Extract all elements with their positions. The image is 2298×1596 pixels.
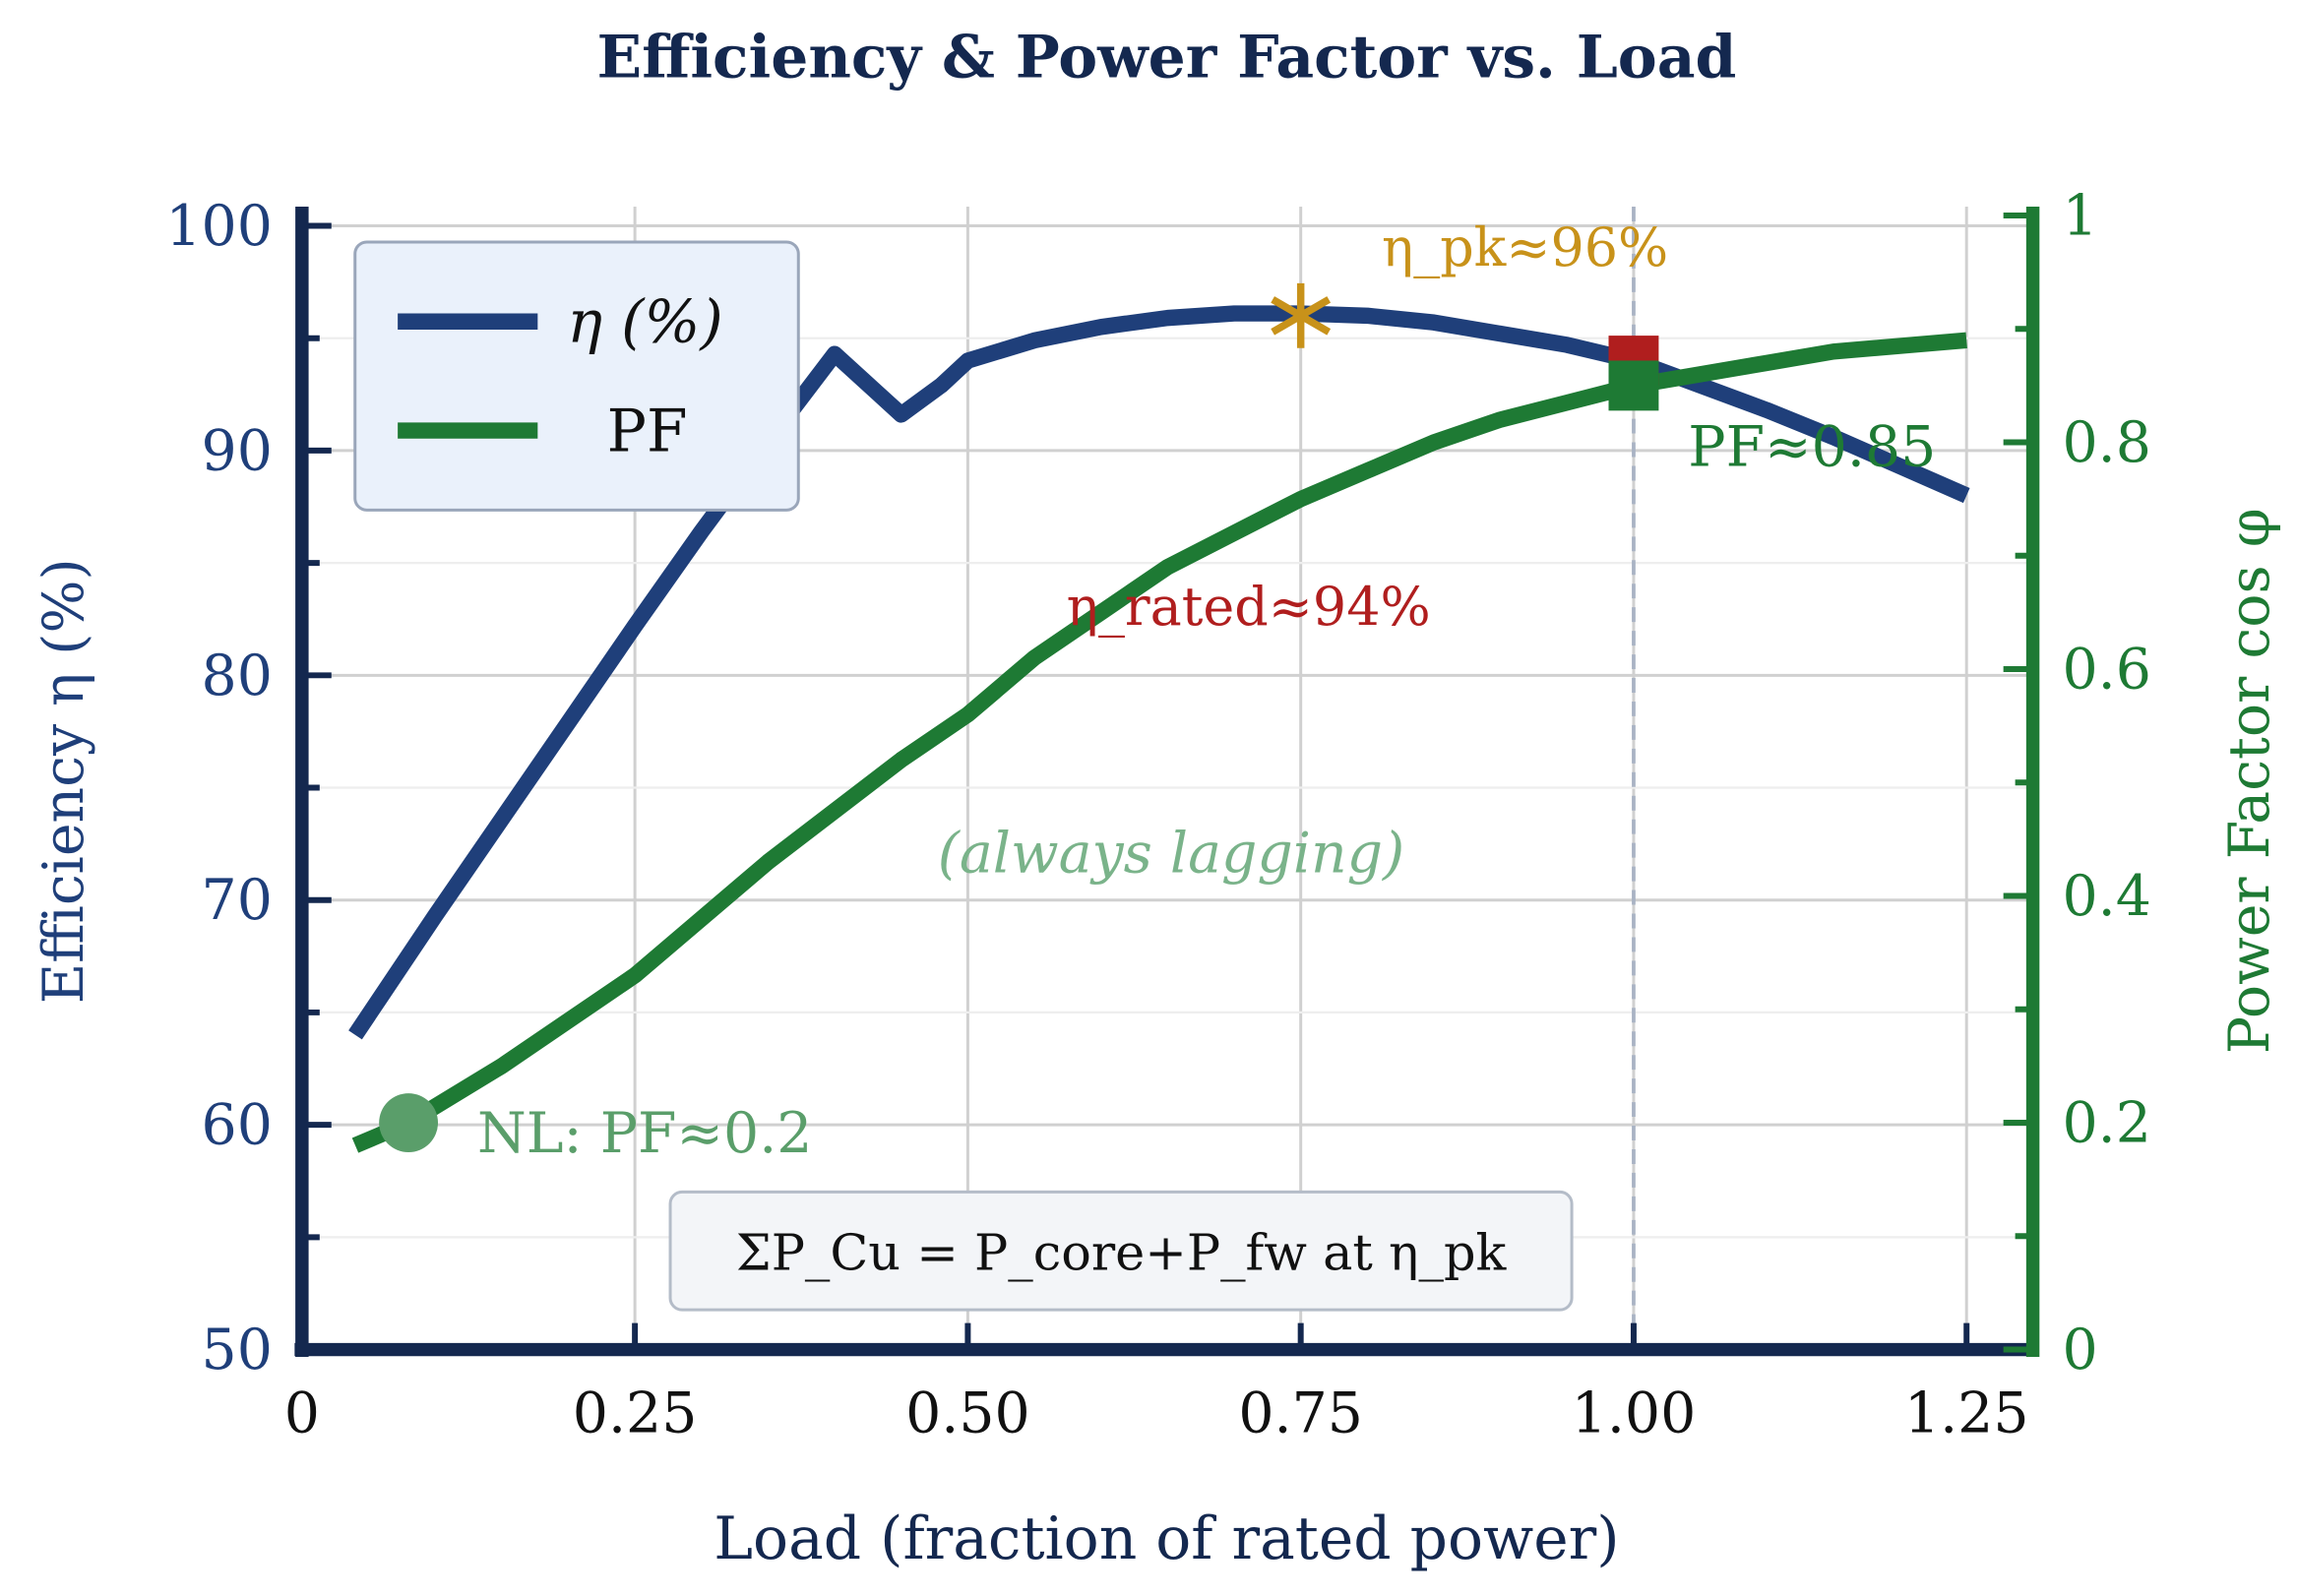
chart-title: Efficiency & Power Factor vs. Load [597, 23, 1737, 92]
xlabel: Load (fraction of rated power) [714, 1504, 1619, 1573]
y-right-tick-label: 0.6 [2063, 637, 2151, 702]
annotation-no-load: NL: PF≈0.2 [477, 1101, 813, 1166]
annotation-lagging: (always lagging) [938, 822, 1404, 887]
y-right-tick-label: 0.2 [2063, 1091, 2151, 1156]
x-tick-label: 0.50 [905, 1381, 1030, 1445]
rated-pf-marker [1608, 360, 1659, 411]
no-load-marker [379, 1093, 439, 1152]
y-left-tick-label: 60 [202, 1093, 273, 1158]
legend-box [353, 240, 800, 512]
y-left-tick-label: 80 [202, 644, 273, 708]
marks [348, 282, 1970, 1153]
annotation-rated: η_rated≈94% [1067, 576, 1431, 638]
y-right-tick-label: 0 [2063, 1318, 2098, 1382]
x-tick-label: 0.25 [573, 1381, 698, 1445]
y-left-tick-label: 50 [202, 1318, 273, 1382]
legend: η (%) PF [353, 240, 800, 512]
y-left-tick-label: 90 [202, 418, 273, 483]
y-right-tick-label: 0.4 [2063, 864, 2151, 929]
y-right-tick-label: 1 [2063, 183, 2098, 248]
y-left-tick-label: 70 [202, 868, 273, 933]
annotation-box: ΣP_Cu = P_core+P_fw at η_pk [668, 1190, 1574, 1312]
x-tick-label: 1.25 [1904, 1381, 2029, 1445]
axes: 0 0.25 0.50 0.75 1.00 1.25 50 60 70 80 90 100 0 0.2 0.… [165, 183, 2151, 1445]
annotation-pf-rated: PF≈0.85 [1688, 414, 1936, 479]
ylabel-left: Efficiency η (%) [31, 558, 96, 1004]
ylabel-right: Power Factor cos φ [2217, 508, 2282, 1054]
legend-label-pf: PF [607, 398, 688, 466]
y-left-tick-label: 100 [165, 194, 273, 259]
annotation-peak: η_pk≈96% [1382, 216, 1668, 278]
y-right-tick-label: 0.8 [2063, 410, 2151, 475]
x-tick-label: 1.00 [1572, 1381, 1697, 1445]
series-line-pf [351, 332, 1967, 1153]
annotation-box-text: ΣP_Cu = P_core+P_fw at η_pk [736, 1225, 1508, 1283]
x-tick-label: 0 [284, 1381, 320, 1445]
peak-star-marker [1271, 282, 1332, 348]
legend-label-eta: η (%) [567, 288, 722, 357]
x-tick-label: 0.75 [1238, 1381, 1363, 1445]
